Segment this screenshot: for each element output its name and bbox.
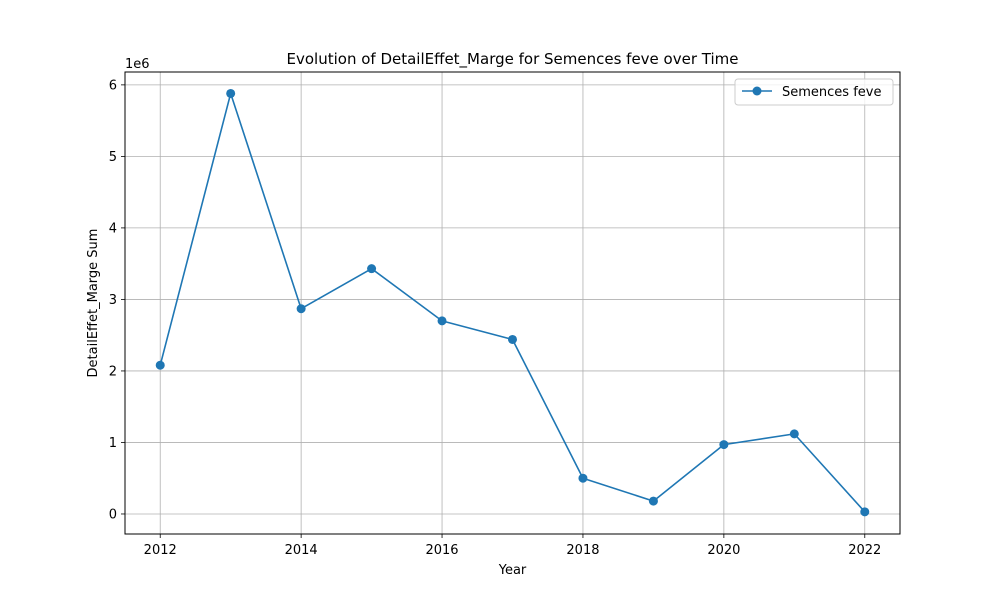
y-tick-label: 6: [109, 78, 117, 93]
x-tick-label: 2016: [425, 543, 458, 558]
data-point: [155, 360, 165, 370]
data-point: [437, 316, 447, 326]
data-point: [226, 88, 236, 98]
data-point: [367, 264, 377, 274]
y-tick-label: 0: [109, 507, 117, 522]
y-tick-label: 2: [109, 364, 117, 379]
x-axis-label: Year: [498, 563, 527, 578]
data-point: [719, 440, 729, 450]
data-point: [578, 473, 588, 483]
y-tick-label: 5: [109, 150, 117, 165]
y-tick-label: 3: [109, 293, 117, 308]
x-tick-label: 2020: [707, 543, 740, 558]
y-tick-label: 1: [109, 436, 117, 451]
y-offset-label: 1e6: [125, 57, 150, 72]
data-point: [508, 334, 517, 344]
legend-point-marker: [752, 86, 762, 96]
axis-ticks: 2012 2014 2016 2018 2020 2022 0 1 2 3 4 5 6: [109, 78, 882, 558]
plot-frame: [124, 71, 901, 535]
series-layer: [155, 88, 870, 517]
x-tick-label: 2022: [848, 543, 881, 558]
data-point: [648, 496, 658, 506]
legend-box: [734, 78, 894, 106]
x-tick-label: 2018: [566, 543, 599, 558]
data-point: [860, 507, 870, 517]
x-tick-label: 2014: [285, 543, 318, 558]
y-tick-label: 4: [109, 221, 117, 236]
chart-title: Evolution of DetailEffet_Marge for Semen…: [287, 50, 739, 69]
grid-lines: [125, 72, 900, 534]
legend-label: Semences feve: [782, 85, 881, 100]
data-point: [296, 304, 306, 314]
data-point: [789, 429, 799, 439]
y-axis-label: DetailEffet_Marge Sum: [86, 229, 101, 378]
legend: Semences feve: [734, 78, 894, 106]
x-tick-label: 2012: [144, 543, 177, 558]
